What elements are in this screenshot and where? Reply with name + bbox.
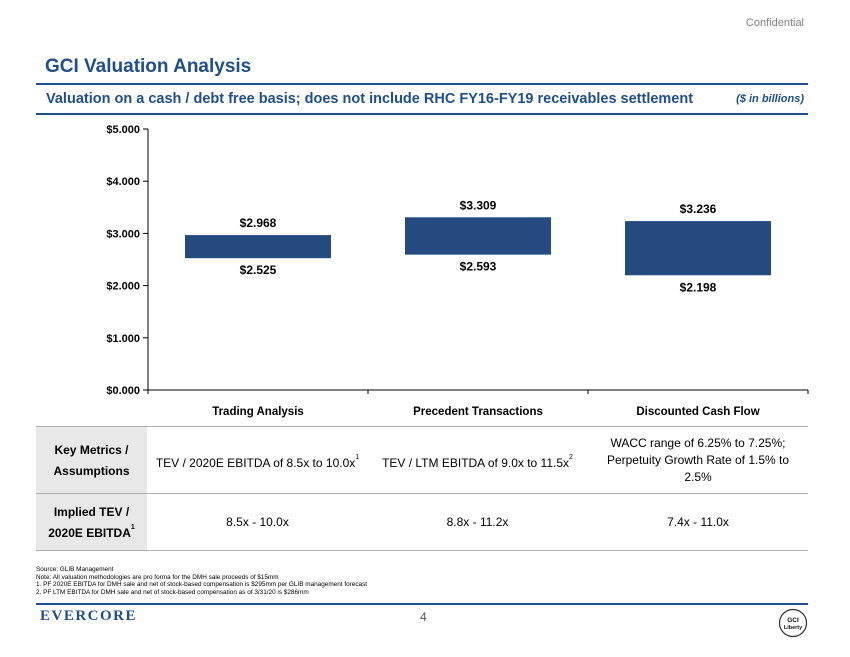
svg-text:GCI: GCI bbox=[787, 617, 799, 624]
table-top-line bbox=[36, 426, 808, 427]
y-tick-label: $5.000 bbox=[106, 124, 140, 136]
y-tick-label: $3.000 bbox=[106, 228, 140, 240]
footnote-ref: 1 bbox=[355, 453, 360, 461]
row-header-implied-tev: Implied TEV / 2020E EBITDA1 bbox=[36, 494, 147, 550]
table-mid-line bbox=[36, 493, 808, 494]
row-header-key-metrics: Key Metrics / Assumptions bbox=[36, 427, 147, 493]
table-bottom-line bbox=[36, 550, 808, 551]
table-cell-dcf-metrics: WACC range of 6.25% to 7.25%; Perpetuity… bbox=[588, 427, 808, 493]
chart-axes: $0.000 $1.000 $2.000 $3.000 $4.000 $5.000 bbox=[106, 124, 809, 397]
subtitle-divider bbox=[36, 113, 808, 115]
row-header-key-metrics-text: Key Metrics / Assumptions bbox=[53, 442, 130, 478]
valuation-chart: $0.000 $1.000 $2.000 $3.000 $4.000 $5.000 $2.… bbox=[106, 124, 809, 418]
y-tick-label: $0.000 bbox=[106, 385, 140, 397]
low-value-label: $2.525 bbox=[240, 263, 277, 277]
low-value-label: $2.593 bbox=[460, 260, 497, 274]
y-tick-label: $2.000 bbox=[106, 281, 140, 293]
footnote-note: Note: All valuation methodologies are pr… bbox=[36, 573, 279, 581]
footnotes: Source: GLIB Management Note: All valuat… bbox=[36, 566, 367, 596]
gci-liberty-logo: GCI Liberty bbox=[778, 608, 808, 638]
y-tick-label: $4.000 bbox=[106, 176, 140, 188]
range-bar bbox=[185, 235, 331, 259]
page-number: 4 bbox=[420, 610, 427, 624]
chart-bars bbox=[185, 217, 771, 276]
range-bar bbox=[405, 217, 551, 255]
title-divider bbox=[36, 83, 808, 85]
page-subtitle: Valuation on a cash / debt free basis; d… bbox=[46, 91, 694, 107]
precedent-metrics-text: TEV / LTM EBITDA of 9.0x to 11.5x bbox=[382, 455, 570, 470]
table-cell-precedent-metrics: TEV / LTM EBITDA of 9.0x to 11.5x2 bbox=[368, 427, 587, 493]
table-cell-precedent-implied: 8.8x - 11.2x bbox=[446, 514, 509, 529]
units-label: ($ in billions) bbox=[736, 93, 804, 105]
high-value-label: $2.968 bbox=[240, 216, 277, 230]
evercore-logo: EVERCORE bbox=[40, 608, 138, 624]
category-label: Trading Analysis bbox=[212, 406, 304, 418]
footnote-ref: 2 bbox=[569, 453, 573, 461]
footnote-source: Source: GLIB Management bbox=[36, 566, 114, 573]
range-bar bbox=[625, 221, 771, 276]
category-label: Precedent Transactions bbox=[413, 406, 543, 418]
page-title: GCI Valuation Analysis bbox=[45, 56, 252, 77]
high-value-label: $3.309 bbox=[460, 198, 497, 212]
row-header-implied-tev-text: Implied TEV / 2020E EBITDA1 bbox=[48, 504, 135, 540]
footnote-1: 1. PF 2020E EBITDA for DMH sale and net … bbox=[36, 581, 368, 589]
svg-text:Liberty: Liberty bbox=[784, 625, 803, 631]
high-value-label: $3.236 bbox=[680, 202, 717, 216]
y-tick-label: $1.000 bbox=[106, 333, 140, 345]
chart-labels: $2.968 $2.525 Trading Analysis $3.309 $2.593… bbox=[212, 198, 760, 418]
table-cell-trading-metrics: TEV / 2020E EBITDA of 8.5x to 10.0x1 bbox=[148, 427, 367, 493]
category-label: Discounted Cash Flow bbox=[636, 406, 759, 418]
low-value-label: $2.198 bbox=[680, 280, 717, 294]
footnote-2: 2. PF LTM EBITDA for DMH sale and net of… bbox=[36, 588, 309, 596]
confidential-label: Confidential bbox=[745, 17, 804, 29]
footer-divider bbox=[36, 603, 808, 605]
trading-metrics-text: TEV / 2020E EBITDA of 8.5x to 10.0x bbox=[155, 455, 356, 470]
dcf-metrics-text: WACC range of 6.25% to 7.25%; Perpetuity… bbox=[606, 435, 790, 484]
table-cell-dcf-implied: 7.4x - 11.0x bbox=[667, 514, 729, 529]
table-cell-trading-implied: 8.5x - 10.0x bbox=[226, 514, 289, 529]
